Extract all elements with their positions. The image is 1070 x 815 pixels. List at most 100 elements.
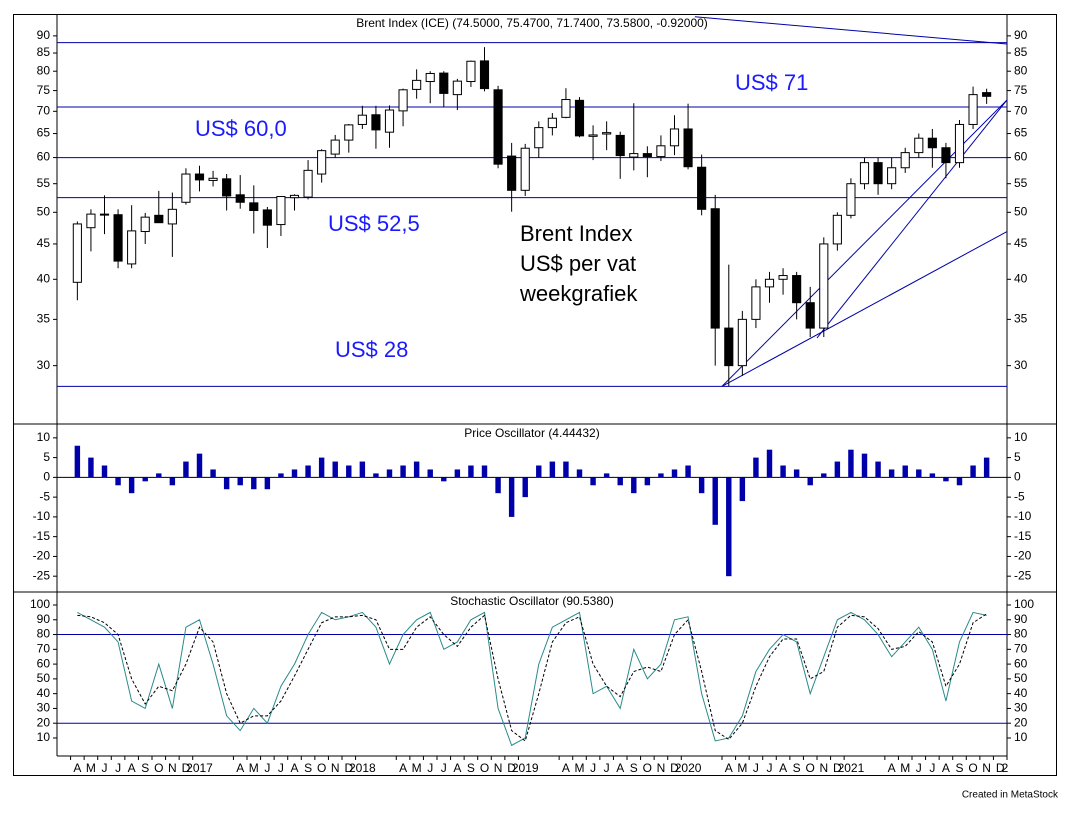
- bar: [196, 453, 203, 478]
- note: Brent Index: [520, 221, 633, 246]
- x-tick-label: J: [916, 761, 922, 775]
- candle-body: [425, 72, 435, 83]
- candle-body: [832, 214, 842, 245]
- y-tick-label: -20: [33, 549, 51, 563]
- y-tick-label: 40: [1014, 271, 1028, 285]
- y-tick-label: 90: [1014, 612, 1028, 626]
- candle-body: [412, 79, 422, 90]
- x-tick-label: A: [888, 761, 896, 775]
- candle-body: [113, 214, 123, 262]
- y-tick-label: 70: [1014, 641, 1028, 655]
- y-tick-label: 65: [37, 126, 51, 140]
- bar: [346, 465, 352, 478]
- x-tick-label: 2018: [349, 761, 376, 775]
- candle-body: [479, 60, 490, 90]
- candle-body: [534, 127, 544, 149]
- y-tick-label: 80: [1014, 627, 1028, 641]
- line-series: [77, 611, 987, 747]
- x-tick-label: D: [833, 761, 842, 775]
- panel-title: Price Oscillator (4.44432): [464, 426, 599, 440]
- x-tick-label: J: [278, 761, 284, 775]
- y-tick-label: 90: [1014, 28, 1028, 42]
- y-tick-label: -5: [39, 489, 50, 503]
- bar: [332, 461, 338, 478]
- footer: Created in MetaStock: [962, 790, 1059, 801]
- candle-body: [167, 208, 177, 225]
- annotation: US$ 28: [335, 337, 408, 362]
- y-tick-label: 10: [37, 730, 51, 744]
- y-tick-label: 100: [30, 597, 50, 611]
- bar: [454, 469, 461, 478]
- candle-body: [507, 155, 517, 191]
- candle-body: [493, 89, 503, 165]
- bar: [536, 465, 542, 478]
- candle-body: [371, 114, 381, 131]
- candle-body: [384, 109, 395, 133]
- y-tick-label: 50: [37, 671, 51, 685]
- x-tick-label: 2021: [838, 761, 865, 775]
- bar: [617, 477, 623, 486]
- candle-body: [724, 327, 734, 367]
- y-tick-label: 50: [1014, 671, 1028, 685]
- y-tick-label: 45: [37, 236, 51, 250]
- bar: [970, 465, 976, 478]
- y-tick-label: 0: [1014, 470, 1021, 484]
- candle-body: [954, 123, 965, 164]
- bar: [169, 477, 176, 486]
- candle-body: [262, 209, 272, 226]
- y-tick-label: -25: [1014, 568, 1032, 582]
- x-tick-label: D: [996, 761, 1005, 775]
- bar: [753, 457, 759, 478]
- y-tick-label: 30: [1014, 701, 1028, 715]
- bar: [88, 457, 94, 478]
- note: US$ per vat: [520, 251, 636, 276]
- candle-body: [710, 208, 720, 329]
- candle-body: [140, 216, 150, 233]
- candle-body: [208, 177, 218, 181]
- x-tick-label: M: [412, 761, 422, 775]
- y-tick-label: -10: [33, 509, 51, 523]
- x-tick-label: J: [929, 761, 935, 775]
- x-tick-label: N: [331, 761, 340, 775]
- x-tick-label: 2017: [186, 761, 213, 775]
- bar: [101, 465, 108, 478]
- candle-body: [697, 166, 707, 210]
- bar: [413, 461, 420, 478]
- x-tick-label: A: [453, 761, 461, 775]
- x-tick-label: A: [399, 761, 407, 775]
- y-tick-label: 85: [37, 45, 51, 59]
- bar: [142, 477, 148, 482]
- x-tick-label: N: [494, 761, 503, 775]
- x-tick-label: O: [154, 761, 163, 775]
- bar: [427, 469, 433, 478]
- y-tick-label: 50: [37, 204, 51, 218]
- x-tick-label: S: [141, 761, 149, 775]
- x-tick-label: A: [128, 761, 136, 775]
- y-tick-label: 60: [1014, 656, 1028, 670]
- bar: [278, 473, 284, 478]
- y-tick-label: 55: [37, 176, 51, 190]
- bar: [291, 469, 298, 478]
- bar: [726, 477, 732, 577]
- bar: [508, 477, 515, 517]
- bar: [712, 477, 718, 525]
- bar: [549, 461, 556, 478]
- candle-body: [642, 153, 652, 158]
- candle-body: [968, 94, 978, 125]
- candle-body: [941, 147, 951, 164]
- bar: [495, 477, 501, 494]
- candle-body: [914, 137, 924, 154]
- y-tick-label: 10: [37, 430, 51, 444]
- candle-body: [805, 302, 815, 329]
- bar: [888, 469, 895, 478]
- x-tick-label: D: [507, 761, 516, 775]
- candle-body: [561, 99, 571, 118]
- bar: [264, 477, 271, 490]
- x-tick-label: S: [793, 761, 801, 775]
- x-tick-label: N: [819, 761, 828, 775]
- bar: [644, 477, 651, 486]
- bar: [780, 465, 786, 478]
- bar: [386, 469, 393, 478]
- candle-body: [99, 213, 110, 216]
